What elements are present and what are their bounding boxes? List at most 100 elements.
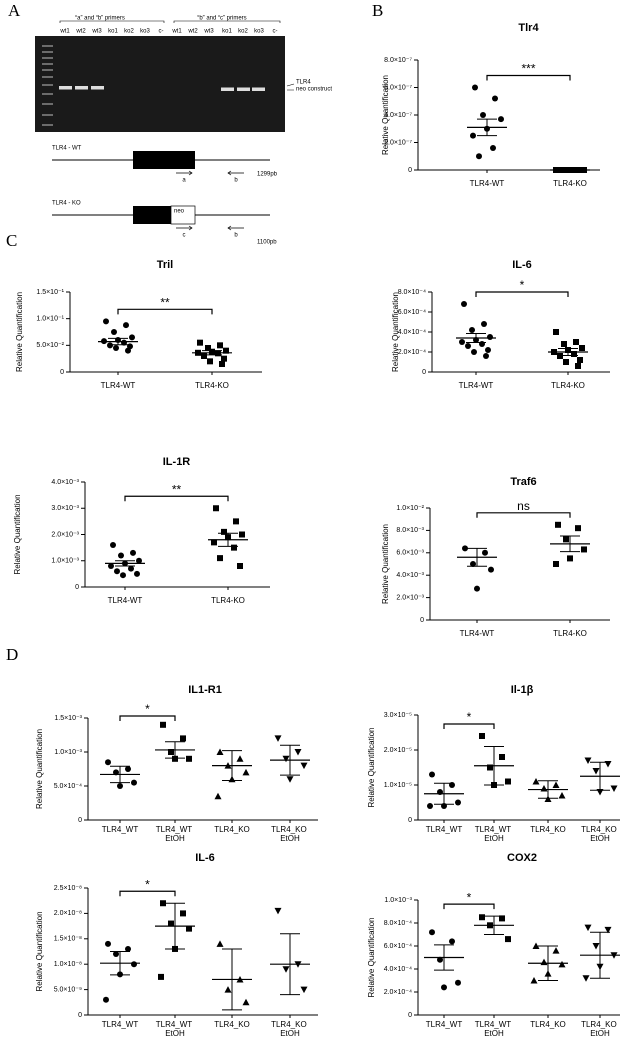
- point: [129, 334, 135, 341]
- x-tick-label: TLR4_KO: [214, 825, 250, 834]
- point: [592, 768, 600, 775]
- y-tick-label: 2.0×10⁻⁸: [54, 910, 82, 917]
- y-tick-label: 2.5×10⁻⁸: [54, 885, 82, 892]
- y-tick-label: 0: [408, 167, 412, 174]
- chart-title: Il-1β: [511, 684, 534, 696]
- y-tick-label: 1.0×10⁻³: [51, 558, 79, 565]
- error-bar: [280, 744, 300, 776]
- point: [113, 951, 119, 958]
- y-tick-label: 1.5×10⁻³: [54, 715, 82, 722]
- point: [114, 568, 120, 575]
- y-tick-label: 2.0×10⁻⁴: [384, 989, 412, 996]
- chart: Traf6 Relative Quantification 0 2.0×10⁻³ 4.0…: [381, 476, 610, 638]
- point: [217, 555, 223, 562]
- point: [224, 986, 232, 993]
- point: [186, 925, 192, 932]
- point: [197, 339, 203, 346]
- y-tick-label: 0: [75, 584, 79, 591]
- point: [233, 518, 239, 525]
- point: [113, 345, 119, 351]
- chart-title: IL-6: [512, 259, 532, 271]
- point: [579, 345, 585, 351]
- x-tick-label: TLR4-WT: [101, 381, 136, 390]
- point: [482, 549, 488, 556]
- y-tick-label: 5.0×10⁻⁴: [54, 783, 82, 790]
- y-tick-label: 1.0×10⁻²: [396, 505, 424, 512]
- y-tick-label: 2.0×10⁻⁴: [398, 349, 426, 356]
- error-bar: [467, 547, 487, 567]
- point: [571, 351, 577, 357]
- y-axis-title: Relative Quantification: [13, 494, 22, 574]
- y-axis-title: Relative Quantification: [381, 75, 390, 155]
- x-tick-label: TLR4-KO: [553, 629, 587, 638]
- point: [180, 735, 186, 742]
- lane-label: c-: [273, 29, 278, 35]
- y-tick-label: 0: [60, 369, 64, 376]
- lane-label: wt2: [187, 29, 198, 35]
- error-bar: [484, 746, 504, 786]
- x-tick-label: TLR4_WT: [426, 1020, 463, 1029]
- primer-label: a: [182, 178, 186, 184]
- point: [499, 915, 505, 922]
- point: [592, 943, 600, 950]
- point: [136, 557, 142, 564]
- x-tick-label: TLR4_WT: [426, 825, 463, 834]
- point: [242, 768, 250, 776]
- point: [125, 945, 131, 952]
- y-tick-label: 2.0×10⁻⁷: [384, 139, 412, 146]
- x-tick-label: TLR4_KO EtOH: [581, 1020, 619, 1038]
- lane-label: ko2: [238, 29, 248, 35]
- point: [567, 555, 573, 562]
- y-tick-label: 0: [422, 369, 426, 376]
- lane-label: wt3: [91, 29, 102, 35]
- x-tick-label: TLR4_WT EtOH: [156, 825, 195, 843]
- point: [134, 570, 140, 577]
- band-label: TLR4: [296, 80, 311, 86]
- point: [180, 910, 186, 917]
- gel-bands: [59, 86, 265, 91]
- point: [492, 95, 498, 102]
- primer-arrow: [176, 225, 244, 231]
- y-tick-label: 0: [78, 817, 82, 824]
- point: [455, 799, 461, 806]
- error-bar: [165, 741, 185, 759]
- y-tick-label: 8.0×10⁻⁴: [384, 920, 412, 927]
- error-bar: [110, 765, 130, 784]
- chart-title: Tril: [157, 259, 174, 271]
- point: [103, 996, 109, 1003]
- insert-label: neo: [174, 209, 185, 215]
- x-tick-label: TLR4_KO: [214, 1020, 250, 1029]
- error-bar: [434, 944, 454, 971]
- point: [581, 546, 587, 553]
- point: [125, 347, 131, 354]
- point: [577, 357, 583, 363]
- point: [158, 973, 164, 980]
- point: [558, 960, 566, 968]
- point: [505, 778, 511, 785]
- point: [558, 792, 566, 799]
- exon: [133, 206, 171, 224]
- point: [117, 783, 123, 789]
- y-tick-label: 0: [408, 817, 412, 824]
- point: [207, 358, 213, 365]
- panel-label: A: [8, 1, 21, 20]
- point: [449, 938, 455, 945]
- chart: Tril Relative Quantification 0 5.0×10⁻² 1.0×…: [15, 259, 262, 390]
- y-tick-label: 1.0×10⁻⁵: [384, 782, 412, 789]
- point: [553, 329, 559, 335]
- significance-label: *: [145, 877, 150, 891]
- point: [476, 153, 482, 160]
- x-tick-label: TLR4_KO: [530, 1020, 566, 1029]
- point: [131, 961, 137, 968]
- band-arrow: [286, 83, 295, 91]
- ladder: [42, 45, 53, 126]
- lane-label: ko1: [108, 29, 118, 35]
- group-bracket: [59, 20, 281, 23]
- error-bar: [115, 560, 135, 567]
- chart-title: Tlr4: [518, 22, 539, 34]
- construct-label: TLR4 - KO: [52, 201, 81, 207]
- point: [552, 947, 560, 954]
- y-tick-label: 6.0×10⁻⁴: [398, 309, 426, 316]
- primer-arrow: [176, 170, 244, 176]
- y-tick-label: 4.0×10⁻³: [51, 479, 79, 486]
